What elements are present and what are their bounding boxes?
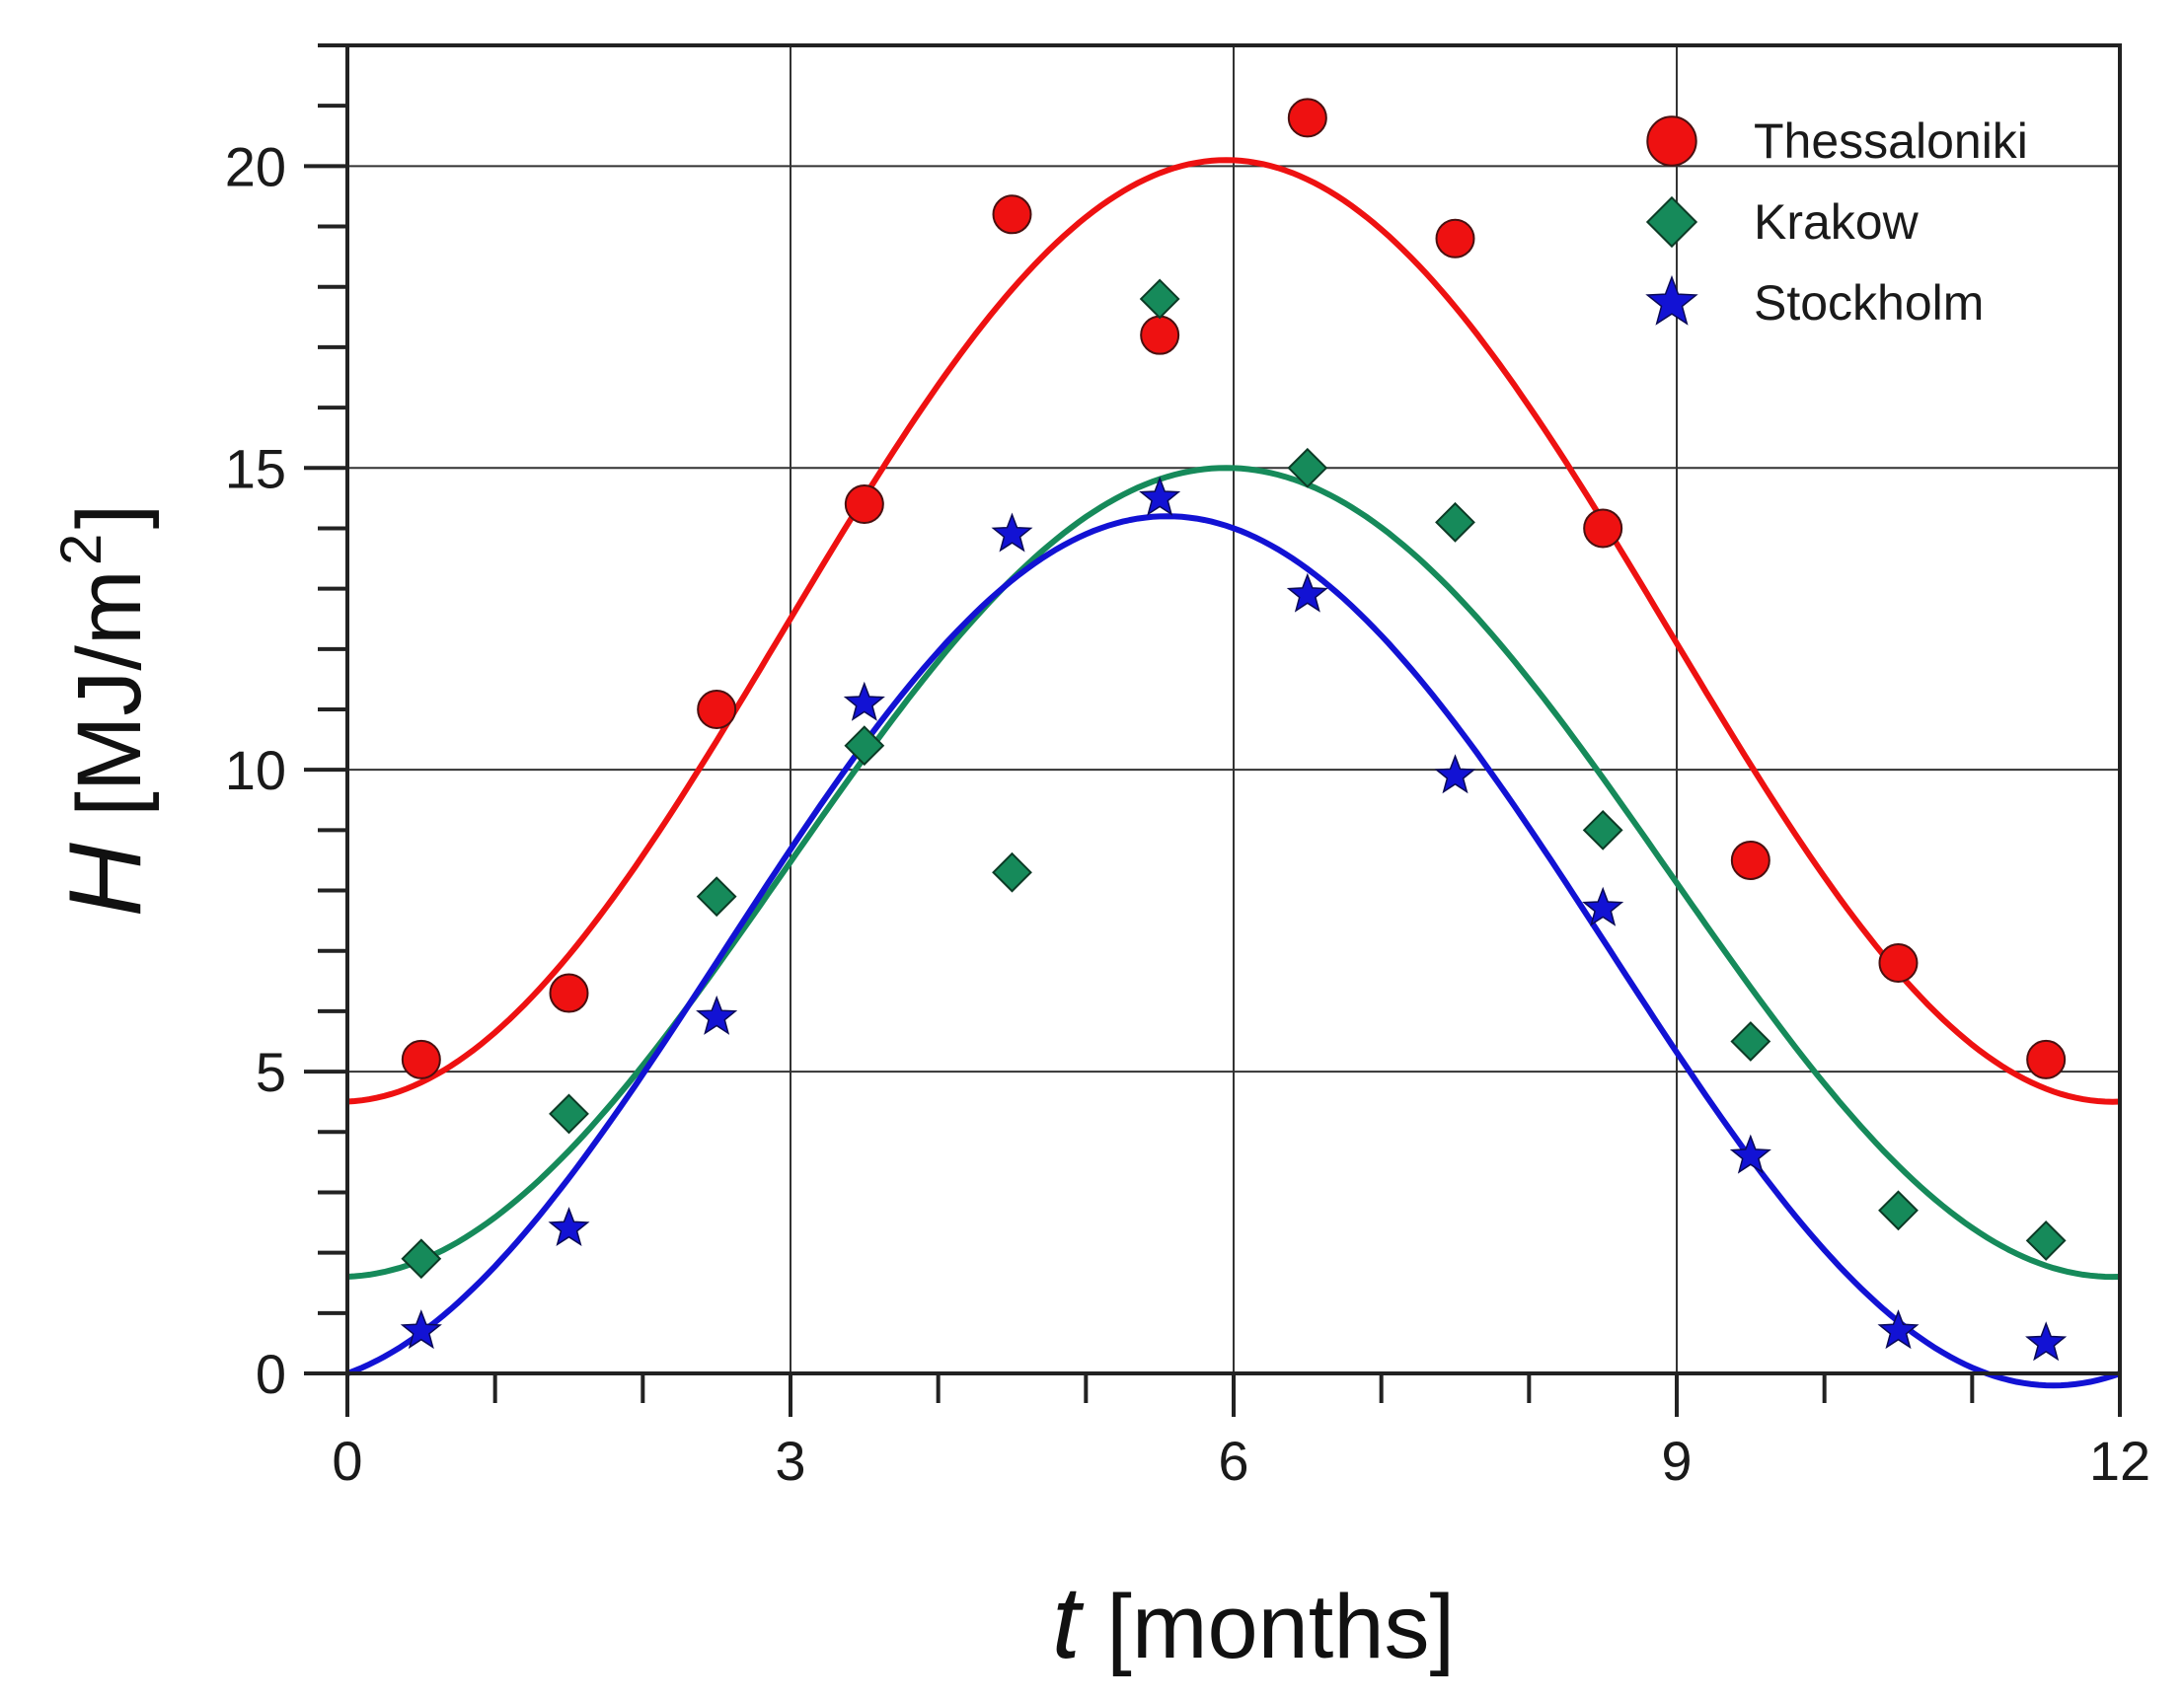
data-point-stockholm (696, 995, 738, 1035)
legend-marker-thessaloniki (1646, 115, 1697, 167)
data-point-stockholm (1729, 1134, 1771, 1174)
y-axis-symbol: H (48, 842, 163, 917)
data-point-krakow (992, 851, 1032, 893)
data-point-krakow (1730, 1021, 1771, 1062)
data-points (400, 98, 2068, 1362)
tick-labels: 0 3 6 9 12 0 5 10 15 20 (225, 135, 2150, 1492)
data-point-krakow (696, 876, 737, 918)
legend-label: Stockholm (1754, 275, 1984, 331)
data-point-thessaloniki (549, 973, 589, 1013)
data-point-thessaloniki (697, 690, 737, 729)
y-tick-label: 15 (225, 437, 286, 499)
data-point-stockholm (991, 512, 1033, 553)
legend-label: Thessaloniki (1754, 113, 2028, 169)
data-point-stockholm (548, 1207, 590, 1246)
data-point-stockholm (1582, 886, 1624, 926)
data-point-stockholm (843, 681, 885, 721)
y-tick-label: 0 (256, 1343, 286, 1405)
data-point-thessaloniki (1583, 508, 1623, 549)
y-tick-label: 20 (225, 135, 286, 197)
data-point-krakow (1435, 501, 1475, 543)
y-axis-unit: [MJ/m (59, 569, 160, 816)
legend-marker-stockholm (1645, 274, 1698, 326)
legend-label: Krakow (1754, 194, 1920, 250)
x-axis-unit: [months] (1106, 1577, 1455, 1677)
data-point-thessaloniki (844, 483, 884, 524)
data-point-thessaloniki (1730, 840, 1770, 880)
x-tick-label: 9 (1661, 1430, 1692, 1492)
y-axis-unit-superscript: 2 (49, 534, 113, 565)
data-point-thessaloniki (1435, 218, 1475, 259)
data-point-stockholm (1139, 476, 1181, 516)
data-point-thessaloniki (992, 194, 1032, 235)
data-point-stockholm (1434, 754, 1476, 794)
data-point-krakow (1139, 278, 1180, 320)
fit-curve-thessaloniki (346, 157, 2121, 1105)
data-point-krakow (549, 1093, 589, 1135)
x-tick-label: 3 (775, 1430, 805, 1492)
y-tick-label: 5 (256, 1041, 286, 1103)
data-point-krakow (401, 1238, 442, 1280)
y-axis-unit-end: ] (59, 504, 160, 530)
y-axis-label: H [MJ/m 2 ] (48, 504, 163, 918)
data-point-stockholm (1286, 572, 1328, 613)
axis-ticks (304, 43, 2122, 1417)
data-point-thessaloniki (1287, 98, 1327, 138)
x-tick-label: 0 (332, 1430, 362, 1492)
data-point-krakow (1287, 447, 1328, 488)
data-point-stockholm (2025, 1321, 2068, 1362)
data-point-thessaloniki (1140, 315, 1180, 355)
data-point-stockholm (1877, 1309, 1920, 1350)
x-tick-label: 12 (2089, 1430, 2150, 1492)
data-point-stockholm (400, 1309, 442, 1350)
x-axis-symbol: t (1052, 1566, 1085, 1680)
y-tick-label: 10 (225, 739, 286, 801)
legend: Thessaloniki Krakow Stockholm (1645, 113, 2028, 331)
legend-marker-krakow (1645, 195, 1698, 249)
data-point-thessaloniki (1878, 942, 1919, 983)
x-axis-label: t [months] (1052, 1566, 1455, 1680)
data-point-krakow (1582, 809, 1623, 850)
data-point-krakow (844, 725, 885, 767)
fit-curve-krakow (346, 465, 2121, 1281)
data-point-thessaloniki (401, 1039, 441, 1079)
fit-curve-stockholm (345, 513, 2121, 1389)
data-point-krakow (2025, 1220, 2067, 1261)
x-tick-label: 6 (1218, 1430, 1248, 1492)
data-point-krakow (1878, 1190, 1919, 1231)
data-point-thessaloniki (2026, 1039, 2067, 1079)
fit-curves (345, 157, 2121, 1389)
